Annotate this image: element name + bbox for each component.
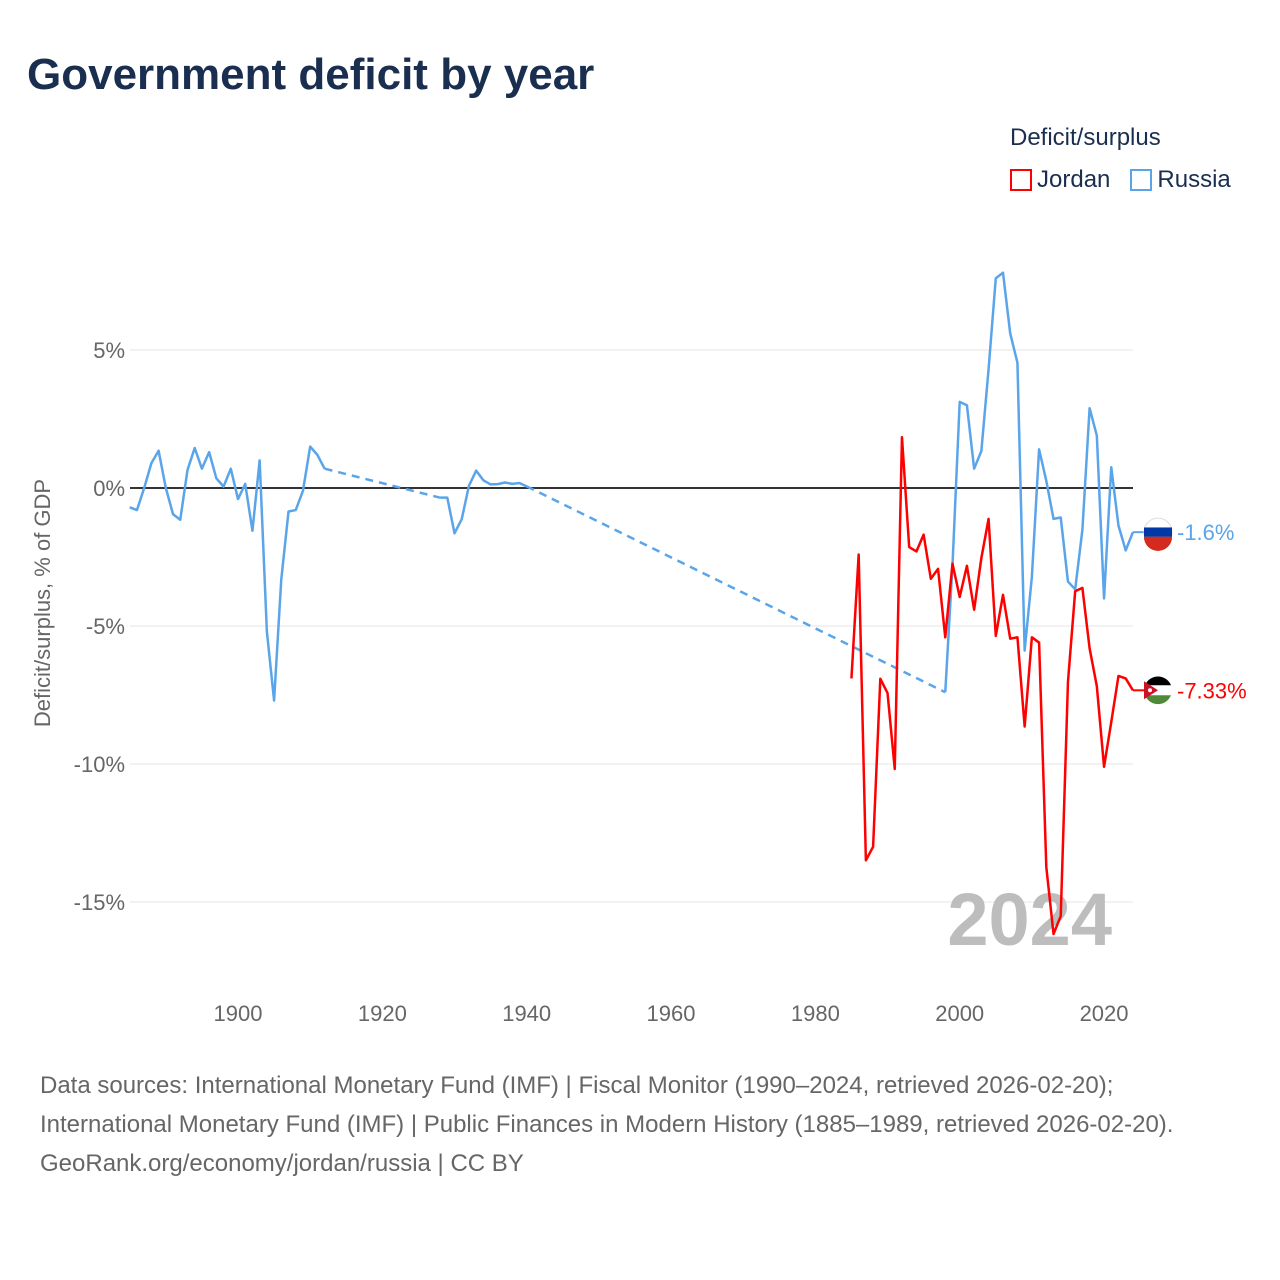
jordan-flag-star xyxy=(1148,688,1152,693)
jordan-swatch xyxy=(1010,169,1032,191)
y-tick-label: -15% xyxy=(74,890,125,915)
russia-gap-line xyxy=(324,467,441,499)
russia-line xyxy=(129,445,326,702)
x-tick-label: 1940 xyxy=(502,1001,551,1026)
x-tick-label: 2000 xyxy=(935,1001,984,1026)
russia-end-label: -1.6% xyxy=(1177,520,1234,545)
jordan-end-label: -7.33% xyxy=(1177,678,1247,703)
year-overlay: 2024 xyxy=(947,878,1112,961)
y-tick-label: 0% xyxy=(93,476,125,501)
x-tick-label: 1960 xyxy=(647,1001,696,1026)
jordan-line xyxy=(850,435,1134,936)
russia-flag-stripe xyxy=(1144,536,1172,551)
russia-line xyxy=(440,469,528,535)
legend-title: Deficit/surplus xyxy=(1010,124,1161,151)
jordan-flag-stripe xyxy=(1145,695,1171,705)
data-sources: Data sources: International Monetary Fun… xyxy=(40,1072,1174,1138)
y-tick-label: -5% xyxy=(86,614,125,639)
page-title: Government deficit by year xyxy=(27,50,595,99)
russia-flag-stripe xyxy=(1144,527,1172,537)
russia-line xyxy=(944,271,1135,693)
x-tick-label: 1980 xyxy=(791,1001,840,1026)
legend-label: Jordan xyxy=(1037,166,1111,193)
footer: Data sources: International Monetary Fun… xyxy=(40,1066,1240,1183)
legend-item-jordan[interactable]: Jordan xyxy=(1010,166,1110,194)
x-tick-label: 1900 xyxy=(214,1001,263,1026)
legend: Jordan Russia xyxy=(1010,166,1231,194)
credit-link[interactable]: GeoRank.org/economy/jordan/russia | CC B… xyxy=(40,1150,524,1177)
y-tick-label: 5% xyxy=(93,338,125,363)
russia-swatch xyxy=(1130,169,1153,191)
russia-gap-line xyxy=(526,485,946,694)
legend-label: Russia xyxy=(1157,166,1231,193)
x-tick-label: 1920 xyxy=(358,1001,407,1026)
legend-item-russia[interactable]: Russia xyxy=(1130,166,1231,194)
jordan-flag-stripe xyxy=(1145,676,1171,686)
y-tick-label: -10% xyxy=(74,752,125,777)
y-axis-label: Deficit/surplus, % of GDP xyxy=(30,479,55,727)
x-tick-label: 2020 xyxy=(1080,1001,1129,1026)
